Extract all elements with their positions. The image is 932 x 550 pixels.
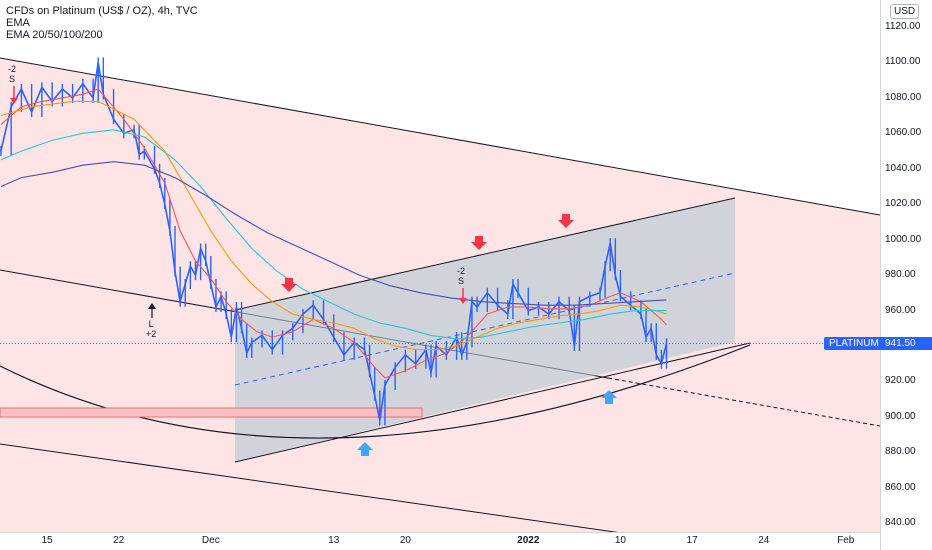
x-tick-label: Dec: [201, 535, 220, 546]
series-line-1: [0, 88, 667, 379]
x-tick-label: 22: [113, 535, 125, 546]
series-line-2: [0, 100, 667, 351]
time-axis[interactable]: [0, 532, 880, 550]
channel-lower-line: [0, 443, 619, 532]
y-tick-label: 860.00: [885, 481, 916, 493]
y-tick-label: 1060.00: [885, 127, 922, 139]
symbol-label: PLATINUM: [824, 337, 884, 351]
small-sell-arrow-head-icon: [459, 298, 467, 304]
y-tick-label: 840.00: [885, 517, 916, 529]
x-tick-label: 13: [328, 535, 340, 546]
small-sell-arrow-head-icon: [10, 98, 18, 104]
chart-legend: CFDs on Platinum (US$ / OZ), 4h, TVC EMA…: [6, 5, 198, 41]
legend-ema[interactable]: EMA: [6, 17, 30, 29]
buy-arrow-icon: [357, 442, 373, 456]
y-tick-label: 1100.00: [885, 56, 921, 68]
channel-upper-line: [0, 57, 880, 216]
small-buy-arrow-head-icon: [148, 303, 156, 309]
legend-title[interactable]: CFDs on Platinum (US$ / OZ), 4h, TVC: [6, 5, 198, 17]
signal-label-sell-left: -2 S: [8, 64, 17, 84]
x-tick-label: 20: [399, 535, 411, 546]
x-tick-label: 17: [686, 535, 698, 546]
x-tick-label: 10: [614, 535, 626, 546]
y-tick-label: 980.00: [885, 269, 916, 281]
price-axis[interactable]: [880, 0, 932, 550]
y-tick-label: 1120.00: [885, 21, 921, 32]
y-tick-label: 1040.00: [885, 162, 922, 174]
x-tick-label: 2022: [517, 535, 540, 546]
sell-arrow-icon: [471, 236, 487, 250]
signal-label-buy-left: L +2: [146, 319, 157, 339]
series-line-0: [0, 62, 668, 421]
y-tick-label: 960.00: [885, 304, 916, 316]
y-tick-label: 920.00: [885, 375, 916, 387]
sell-arrow-icon: [558, 214, 574, 228]
series-line-4: [0, 161, 667, 306]
legend-ema-set[interactable]: EMA 20/50/100/200: [6, 29, 103, 41]
y-tick-label: 880.00: [885, 446, 916, 458]
rising-upper-line: [234, 197, 736, 311]
buy-arrow-icon: [601, 390, 617, 404]
rising-lower-line: [234, 342, 751, 463]
chart-canvas[interactable]: [0, 0, 880, 532]
signal-label-sell-mid: -2 S: [457, 266, 466, 286]
sell-arrow-icon: [281, 278, 297, 292]
x-tick-label: 24: [758, 535, 770, 546]
y-tick-label: 1080.00: [885, 91, 922, 103]
series-line-3: [0, 129, 667, 340]
x-tick-label: Feb: [837, 535, 855, 546]
currency-unit-button[interactable]: USD: [890, 4, 920, 19]
support-arc: [0, 344, 751, 439]
rising-mid-line: [234, 272, 736, 386]
x-tick-label: 15: [41, 535, 53, 546]
y-tick-label: 1000.00: [885, 233, 922, 245]
supply-zone-box: [0, 407, 423, 418]
y-tick-label: 1020.00: [885, 198, 922, 210]
last-price-label: 941.50: [880, 337, 932, 351]
y-tick-label: 900.00: [885, 410, 916, 422]
chart-plot-area[interactable]: [0, 0, 880, 532]
